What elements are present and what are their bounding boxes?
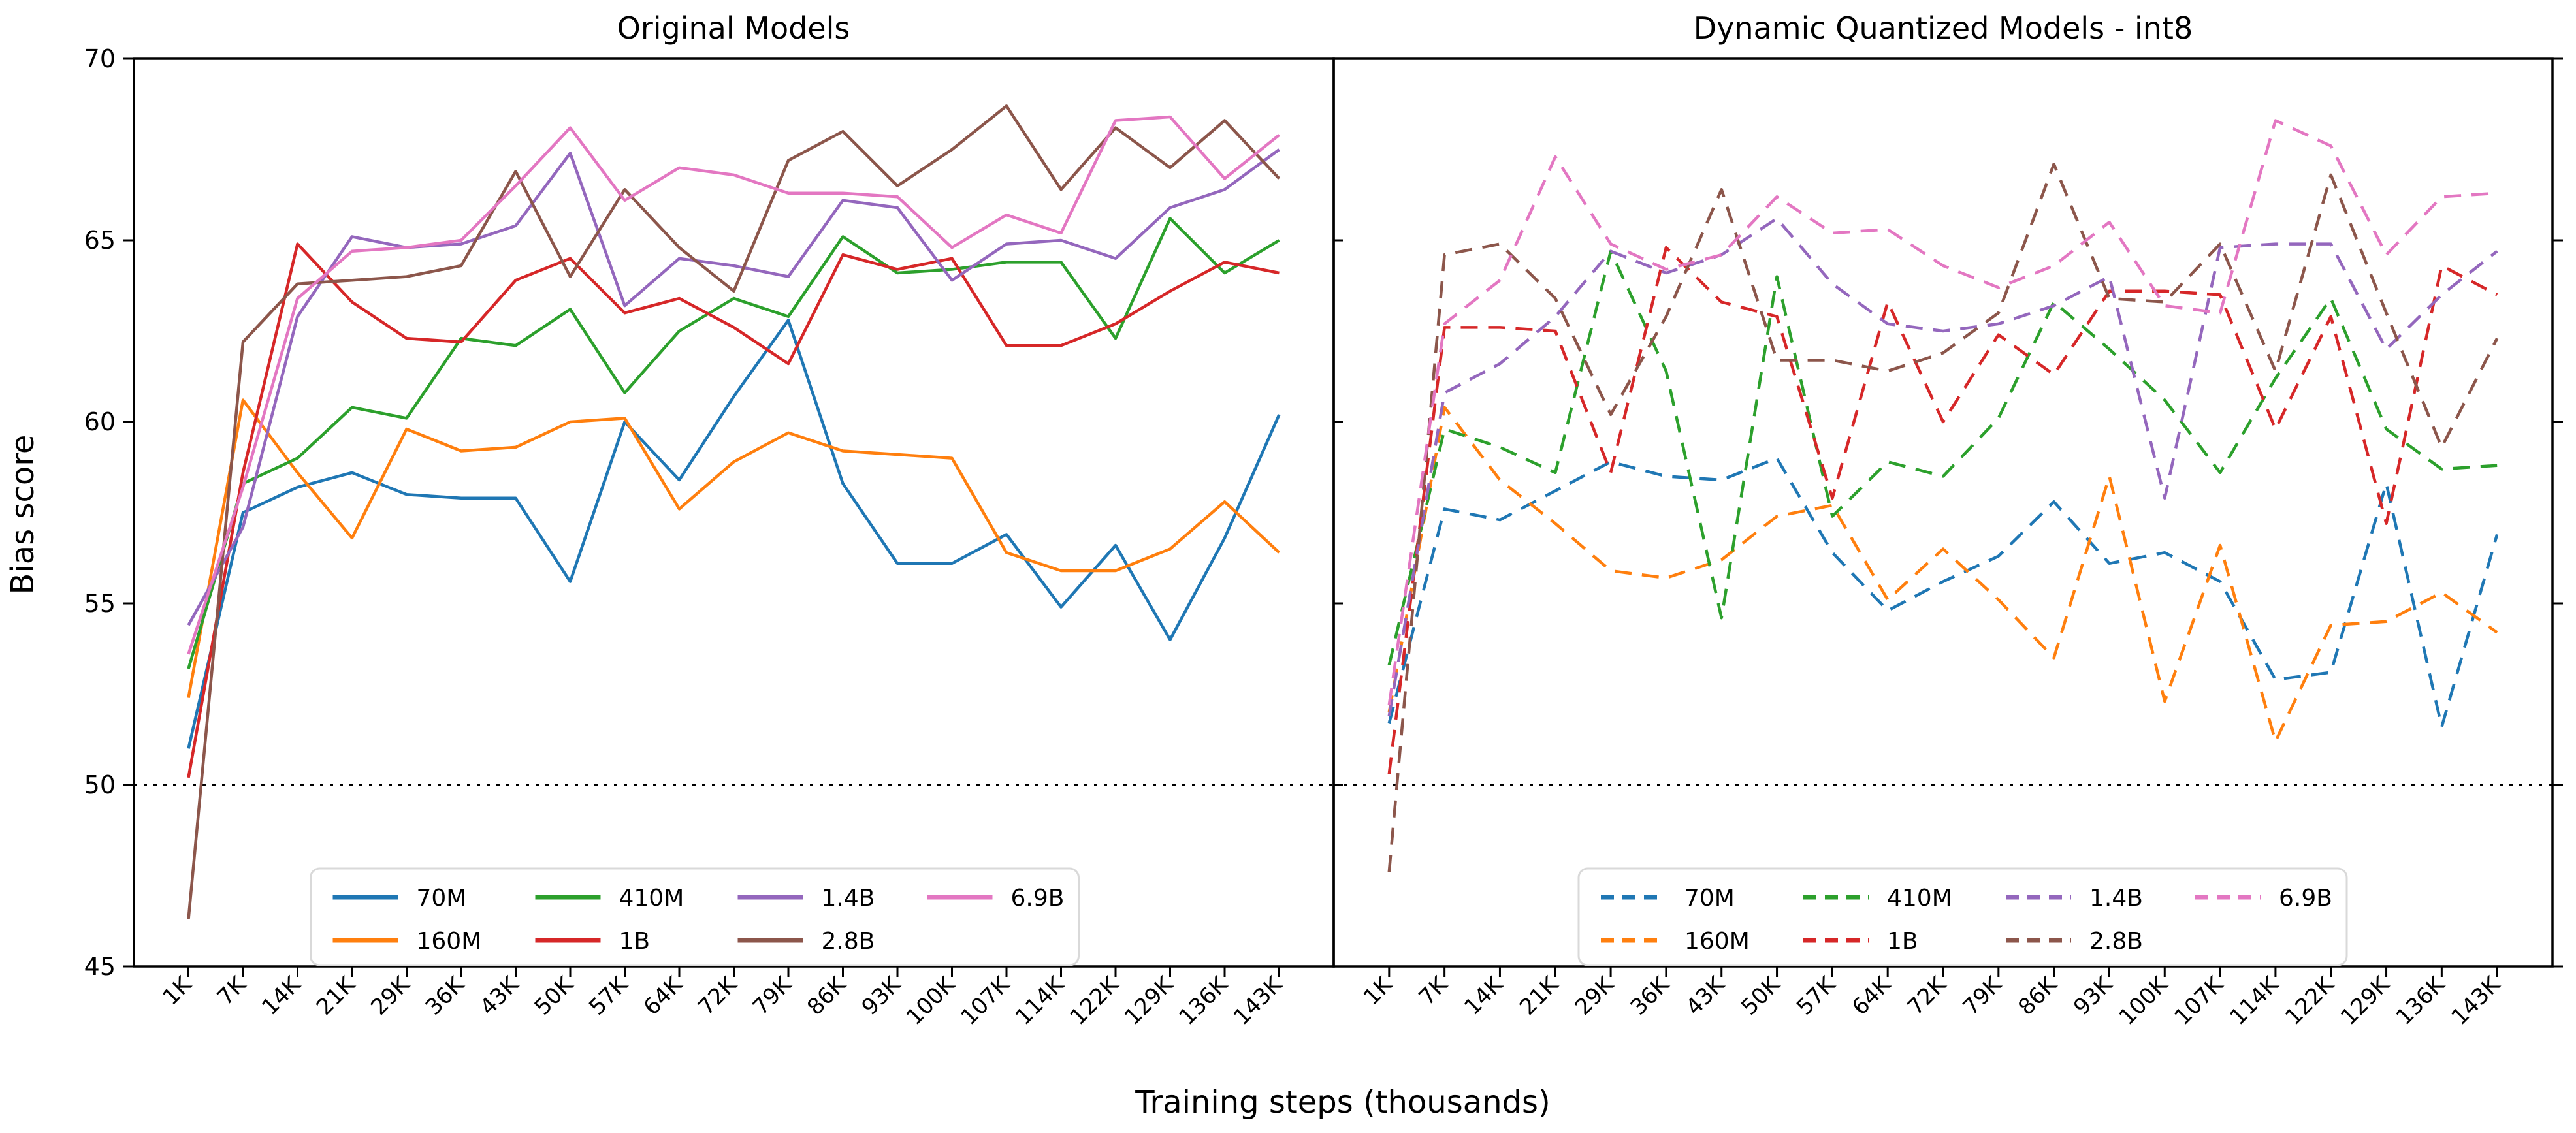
series-line-70M (187, 319, 1281, 749)
x-tick-label: 122K (2280, 971, 2340, 1030)
series-line-2.8B (187, 104, 1281, 919)
x-tick-label: 29K (366, 971, 415, 1021)
right-panel-title: Dynamic Quantized Models - int8 (1693, 10, 2193, 46)
legend-label-1B: 1B (1887, 928, 1918, 955)
panel-quantized: 1K 7K 14K 21K 29K 36K 43K 50K 57K 64K 72K 79K 86K 93K… (1332, 57, 2563, 1030)
legend-label-410M: 410M (619, 885, 684, 912)
panel-border (1332, 57, 2554, 968)
series-line-6.9B (1387, 119, 2498, 706)
x-tick-label: 36K (1626, 971, 1675, 1021)
panel-original: 1K 7K 14K 21K 29K 36K 43K 50K 57K 64K 72K 79K 86K 93K… (84, 44, 1335, 1030)
y-tick-label: 60 (84, 407, 116, 436)
x-tick-label: 143K (2447, 971, 2506, 1030)
legend-box (1577, 867, 2348, 966)
legend: 70M 410M 1.4B 6.9B 160M 1B 2.8B (310, 867, 1080, 966)
x-tick-label: 50K (1736, 971, 1786, 1021)
legend: 70M 410M 1.4B 6.9B 160M 1B 2.8B (1577, 867, 2348, 966)
x-tick-label: 14K (257, 971, 306, 1021)
x-tick-label: 93K (2069, 971, 2118, 1021)
x-tick-label: 143K (1229, 971, 1288, 1030)
legend-label-6.9B: 6.9B (2279, 885, 2332, 912)
x-tick-label: 21K (312, 971, 361, 1021)
x-tick-label: 57K (1792, 971, 1841, 1021)
legend-label-410M: 410M (1887, 885, 1952, 912)
x-tick-label: 1K (1359, 971, 1398, 1011)
left-panel-title: Original Models (617, 10, 850, 46)
x-tick-label: 1K (158, 971, 198, 1011)
panel-border (133, 57, 1335, 968)
x-tick-label: 14K (1459, 971, 1509, 1021)
legend-label-6.9B: 6.9B (1011, 885, 1065, 912)
x-tick-label: 136K (1174, 971, 1233, 1030)
legend-label-1B: 1B (619, 928, 651, 955)
series-line-2.8B (1387, 162, 2499, 872)
x-tick-label: 72K (693, 971, 743, 1021)
x-tick-label: 136K (2391, 971, 2451, 1030)
series-line-1.4B (1387, 217, 2498, 716)
series-line-1.4B (187, 148, 1280, 626)
x-tick-label: 107K (956, 971, 1015, 1030)
legend-label-1.4B: 1.4B (2089, 885, 2143, 912)
x-tick-label: 7K (1414, 971, 1454, 1011)
legend-label-70M: 70M (1684, 885, 1735, 912)
x-tick-label: 36K (421, 971, 470, 1021)
x-tick-label: 50K (530, 971, 579, 1021)
x-tick-label: 86K (2013, 971, 2063, 1021)
x-tick-label: 21K (1515, 971, 1564, 1021)
legend-label-2.8B: 2.8B (822, 928, 875, 955)
x-tick-label: 129K (1119, 971, 1179, 1030)
series-line-160M (1387, 406, 2498, 743)
x-tick-label: 64K (639, 971, 688, 1021)
x-tick-label: 114K (1010, 971, 1070, 1030)
legend-box (310, 867, 1080, 966)
y-tick-label: 70 (84, 44, 116, 73)
x-tick-label: 57K (584, 971, 634, 1021)
x-tick-label: 43K (1681, 971, 1730, 1021)
x-tick-label: 7K (212, 971, 252, 1011)
x-tick-label: 122K (1065, 971, 1124, 1030)
legend-label-70M: 70M (417, 885, 467, 912)
x-tick-label: 72K (1903, 971, 1952, 1021)
x-tick-label: 107K (2170, 971, 2229, 1030)
y-tick-label: 55 (84, 589, 116, 618)
series-line-410M (187, 217, 1280, 669)
series-line-1B (187, 242, 1280, 778)
x-tick-label: 29K (1570, 971, 1620, 1021)
y-tick-label: 50 (84, 771, 116, 799)
x-axis-label: Training steps (thousands) (1135, 1084, 1551, 1121)
y-tick-label: 45 (84, 952, 116, 981)
x-tick-label: 93K (857, 971, 907, 1021)
series-line-70M (1387, 456, 2499, 729)
y-tick-label: 65 (84, 226, 116, 255)
x-tick-label: 100K (901, 971, 961, 1030)
legend-label-160M: 160M (417, 928, 482, 955)
legend-label-160M: 160M (1684, 928, 1750, 955)
x-tick-label: 86K (802, 971, 852, 1021)
x-tick-label: 114K (2225, 971, 2284, 1030)
legend-label-1.4B: 1.4B (822, 885, 875, 912)
x-tick-label: 64K (1847, 971, 1897, 1021)
x-tick-label: 79K (1958, 971, 2008, 1021)
x-tick-label: 79K (748, 971, 797, 1021)
x-tick-label: 100K (2114, 971, 2174, 1030)
series-line-1B (1387, 246, 2498, 774)
series-line-160M (187, 398, 1281, 699)
series-line-6.9B (187, 115, 1280, 655)
series-line-410M (1387, 249, 2498, 666)
y-axis-label: Bias score (5, 434, 41, 595)
legend-label-2.8B: 2.8B (2089, 928, 2143, 955)
x-tick-label: 43K (475, 971, 524, 1021)
x-tick-label: 129K (2336, 971, 2395, 1030)
